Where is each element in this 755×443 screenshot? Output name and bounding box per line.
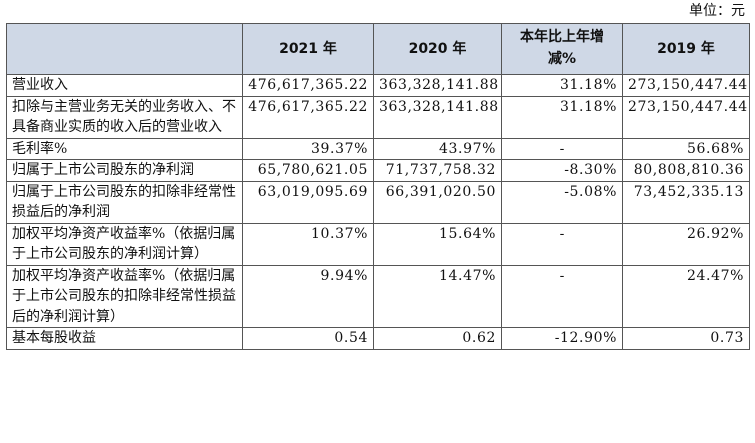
table-row: 营业收入 476,617,365.22 363,328,141.88 31.18… <box>6 74 750 97</box>
value-change: -12.90% <box>501 327 623 350</box>
value-2019: 273,150,447.44 <box>622 74 750 97</box>
table-row: 基本每股收益 0.54 0.62 -12.90% 0.73 <box>6 327 750 350</box>
row-label: 归属于上市公司股东的净利润 <box>6 159 243 182</box>
value-2021: 65,780,621.05 <box>242 159 374 182</box>
value-2021: 9.94% <box>242 264 374 328</box>
table-row: 归属于上市公司股东的净利润 65,780,621.05 71,737,758.3… <box>6 159 750 182</box>
value-2019: 24.47% <box>622 264 750 328</box>
unit-label: 单位：元 <box>689 3 745 19</box>
row-label: 基本每股收益 <box>6 327 243 350</box>
value-2019: 0.73 <box>622 327 750 350</box>
row-label: 加权平均净资产收益率%（依据归属于上市公司股东的净利润计算） <box>6 222 243 266</box>
row-label: 扣除与主营业务无关的业务收入、不具备商业实质的收入后的营业收入 <box>6 95 243 139</box>
header-2020: 2020 年 <box>373 23 502 75</box>
value-2021: 476,617,365.22 <box>242 74 374 97</box>
value-2021: 0.54 <box>242 327 374 350</box>
header-2019: 2019 年 <box>622 23 750 75</box>
value-2020: 0.62 <box>373 327 502 350</box>
value-2019: 80,808,810.36 <box>622 159 750 182</box>
value-change: -5.08% <box>501 180 623 224</box>
value-2019: 73,452,335.13 <box>622 180 750 224</box>
row-label: 加权平均净资产收益率%（依据归属于上市公司股东的扣除非经常性损益后的净利润计算） <box>6 264 243 328</box>
row-label: 归属于上市公司股东的扣除非经常性损益后的净利润 <box>6 180 243 224</box>
table-row: 归属于上市公司股东的扣除非经常性损益后的净利润 63,019,095.69 66… <box>6 180 750 224</box>
value-2020: 43.97% <box>373 137 502 160</box>
value-2019: 56.68% <box>622 137 750 160</box>
value-change: 31.18% <box>501 95 623 139</box>
table-row: 毛利率% 39.37% 43.97% - 56.68% <box>6 137 750 160</box>
table-row: 加权平均净资产收益率%（依据归属于上市公司股东的扣除非经常性损益后的净利润计算）… <box>6 264 750 328</box>
financial-summary-table: 2021 年 2020 年 本年比上年增减% 2019 年 营业收入 476,6… <box>6 23 750 350</box>
value-2020: 15.64% <box>373 222 502 266</box>
table-row: 加权平均净资产收益率%（依据归属于上市公司股东的净利润计算） 10.37% 15… <box>6 222 750 266</box>
value-change: - <box>501 222 623 266</box>
header-change: 本年比上年增减% <box>501 23 623 75</box>
row-label: 毛利率% <box>6 137 243 160</box>
value-2020: 66,391,020.50 <box>373 180 502 224</box>
value-2020: 14.47% <box>373 264 502 328</box>
value-2020: 363,328,141.88 <box>373 95 502 139</box>
value-2020: 71,737,758.32 <box>373 159 502 182</box>
value-change: 31.18% <box>501 74 623 97</box>
value-change: - <box>501 264 623 328</box>
value-2019: 273,150,447.44 <box>622 95 750 139</box>
header-2021: 2021 年 <box>242 23 374 75</box>
header-item <box>6 23 243 75</box>
table-header-row: 2021 年 2020 年 本年比上年增减% 2019 年 <box>6 23 750 75</box>
value-change: - <box>501 137 623 160</box>
value-change: -8.30% <box>501 159 623 182</box>
value-2021: 39.37% <box>242 137 374 160</box>
table-row: 扣除与主营业务无关的业务收入、不具备商业实质的收入后的营业收入 476,617,… <box>6 95 750 139</box>
value-2021: 63,019,095.69 <box>242 180 374 224</box>
value-2019: 26.92% <box>622 222 750 266</box>
value-2020: 363,328,141.88 <box>373 74 502 97</box>
value-2021: 10.37% <box>242 222 374 266</box>
value-2021: 476,617,365.22 <box>242 95 374 139</box>
row-label: 营业收入 <box>6 74 243 97</box>
